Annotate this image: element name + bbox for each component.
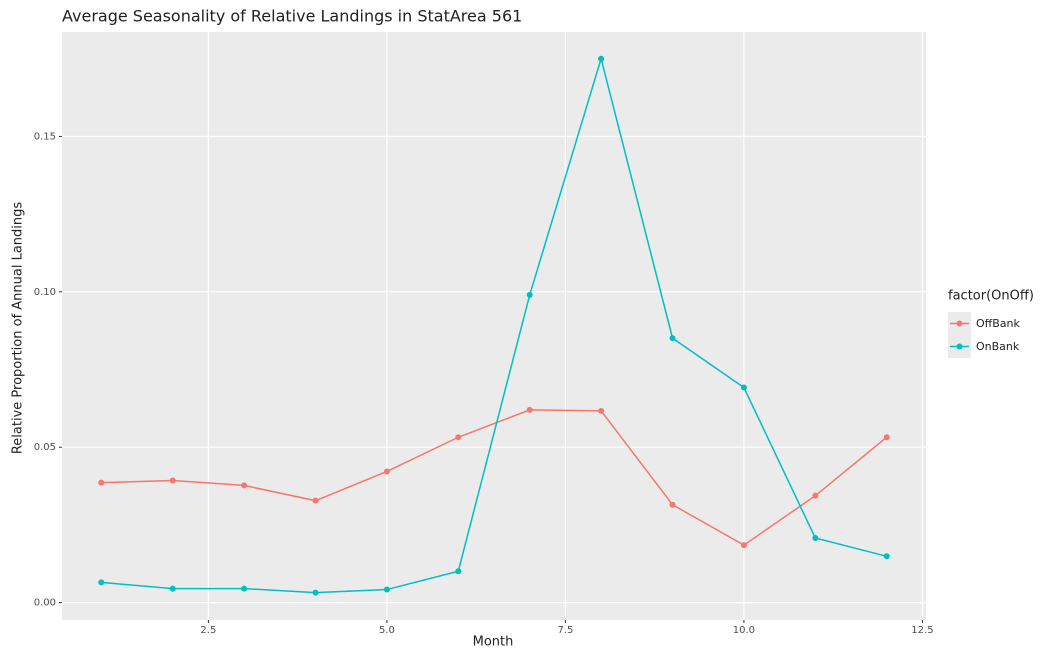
legend-marker [956,343,963,350]
data-point [169,585,176,592]
data-point [812,534,819,541]
x-tick-label: 2.5 [200,625,216,636]
data-point [241,482,248,489]
x-tick-label: 12.5 [911,625,933,636]
data-point [455,568,462,575]
x-tick-label: 5.0 [379,625,395,636]
x-tick-label: 10.0 [733,625,755,636]
y-tick-label: 0.15 [34,131,56,142]
chart-title: Average Seasonality of Relative Landings… [62,7,522,26]
data-point [812,492,819,499]
plot-panel [62,32,926,620]
data-point [312,497,319,504]
data-point [598,55,605,62]
panel-background [62,32,926,620]
x-tick-label: 7.5 [557,625,573,636]
data-point [669,335,676,342]
x-axis-label: Month [473,635,514,650]
data-point [740,542,747,549]
legend-label: OnBank [976,340,1020,353]
legend-title: factor(OnOff) [948,289,1034,304]
data-point [98,479,105,486]
y-tick-label: 0.10 [34,287,56,298]
legend-label: OffBank [976,317,1020,330]
y-tick-label: 0.05 [34,442,56,453]
data-point [883,434,890,441]
data-point [312,589,319,596]
data-point [598,407,605,414]
legend-marker [956,320,963,327]
data-point [740,384,747,391]
series-line [101,55,887,594]
series-line [101,409,888,546]
data-point [98,579,105,586]
y-axis-label: Relative Proportion of Annual Landings [11,202,26,455]
data-point [169,477,176,484]
data-point [455,434,462,441]
data-point [383,586,390,593]
data-point [883,553,890,560]
data-point [526,291,533,298]
data-point [383,468,390,475]
data-point [669,501,676,508]
data-point [526,406,533,413]
y-tick-label: 0.00 [34,598,56,609]
data-point [241,585,248,592]
